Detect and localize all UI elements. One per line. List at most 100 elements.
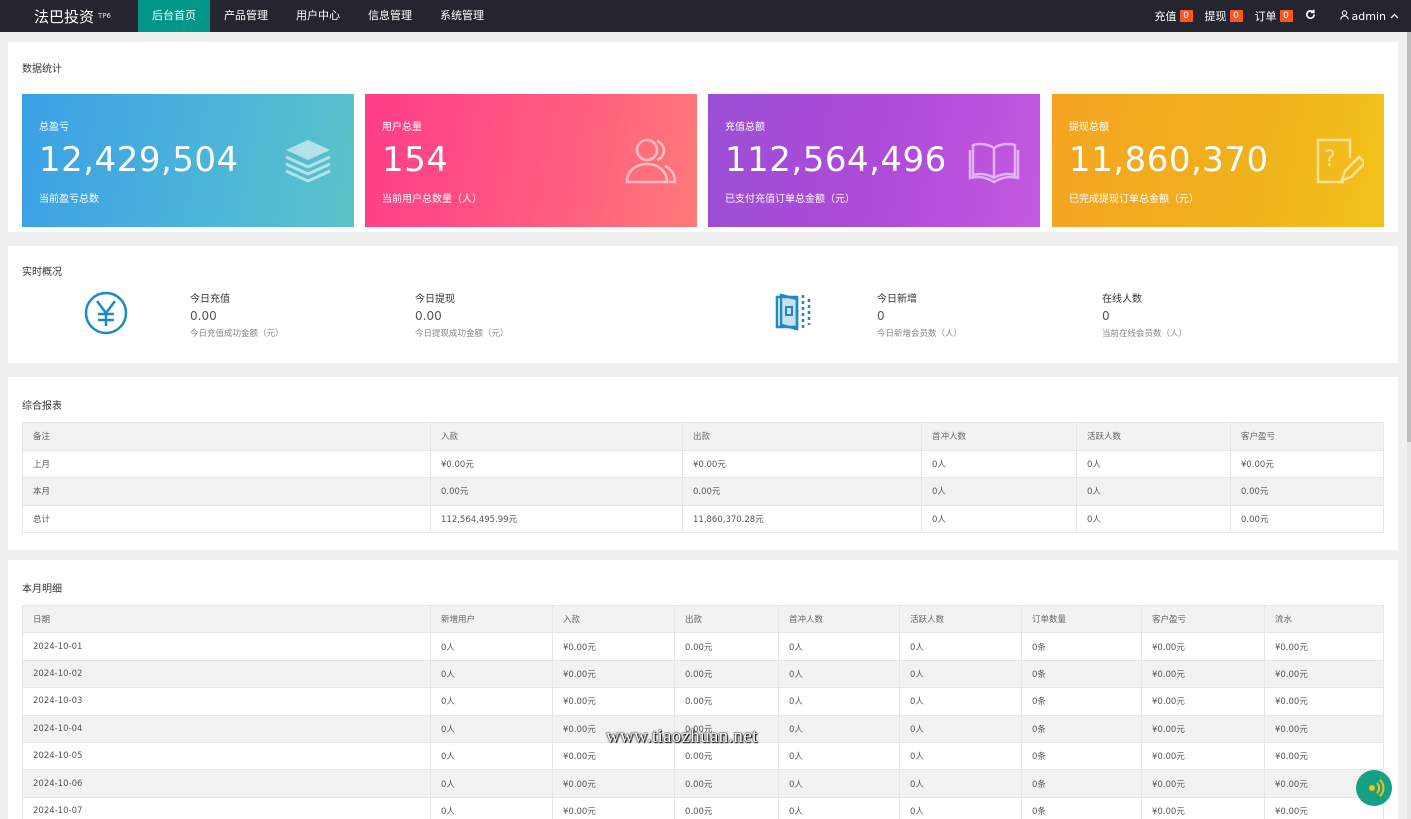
cell: 0条	[1021, 632, 1142, 661]
door-icon	[773, 291, 813, 336]
today-withdraw: 今日提现 0.00 今日提现成功金额（元）	[415, 290, 509, 339]
cell: 0人	[921, 477, 1077, 506]
top-right-tools: 充值 0 提现 0 订单 0 admin	[1155, 0, 1411, 32]
stat-card-profit[interactable]: 总盈亏 12,429,504 当前盈亏总数	[22, 94, 354, 227]
rt-desc: 今日充值成功金额（元）	[190, 329, 284, 339]
card-value: 12,429,504	[39, 140, 239, 180]
card-desc: 当前盈亏总数	[39, 194, 99, 205]
table-header-row: 备注 入款 出款 首冲人数 活跃人数 客户盈亏	[22, 422, 1384, 451]
recharge-badge: 0	[1179, 10, 1193, 22]
cell: 0条	[1021, 714, 1142, 743]
withdraw-badge: 0	[1229, 10, 1243, 22]
cell: 0人	[430, 659, 553, 689]
nav-home[interactable]: 后台首页	[138, 0, 210, 32]
monthly-panel: 本月明细 日期 新增用户 入款 出款 首冲人数 活跃人数 订单数量 客户盈亏 流…	[8, 560, 1398, 819]
refresh-icon[interactable]	[1305, 9, 1316, 24]
cell: ¥0.00元	[552, 714, 675, 743]
cell: 0人	[921, 504, 1077, 533]
cell: 0.00元	[430, 477, 683, 506]
rt-desc: 当前在线会员数（人）	[1102, 329, 1188, 339]
stat-card-withdraw[interactable]: 提现总额 11,860,370 已完成提现订单总金额（元） ?	[1052, 94, 1384, 227]
cell: 0.00元	[682, 477, 922, 506]
chevron-up-icon	[1390, 11, 1399, 22]
col-header: 出款	[674, 604, 779, 634]
today-recharge: 今日充值 0.00 今日充值成功金额（元）	[190, 290, 284, 339]
cell: 0人	[430, 632, 553, 661]
cell: 0条	[1021, 769, 1142, 798]
cell: 0.00元	[1230, 477, 1384, 506]
cell: ¥0.00元	[1141, 632, 1265, 661]
card-desc: 已支付充值订单总金额（元）	[725, 194, 855, 205]
order-badge: 0	[1279, 10, 1293, 22]
realtime-panel: 实时概况 今日充值 0.00 今日充值成功金额（元） 今日提现 0.00 今日提…	[8, 246, 1398, 363]
cell: ¥0.00元	[1264, 741, 1384, 771]
card-title: 用户总量	[382, 122, 422, 133]
cell: 0人	[899, 741, 1022, 771]
cell: 0人	[778, 687, 900, 716]
table-row: 2024-10-01 0人 ¥0.00元 0.00元 0人 0人 0条 ¥0.00元 ¥0.00…	[22, 632, 1384, 661]
rt-value: 0.00	[190, 309, 217, 323]
stat-card-users[interactable]: 用户总量 154 当前用户总数量（人）	[365, 94, 697, 227]
cell: 总计	[22, 504, 431, 533]
cell: 0人	[899, 769, 1022, 798]
cell: 0条	[1021, 796, 1142, 819]
cell: 0人	[778, 714, 900, 743]
nav-messages[interactable]: 信息管理	[368, 9, 412, 22]
logo-text: 法巴投资	[34, 7, 95, 26]
card-desc: 当前用户总数量（人）	[382, 194, 482, 205]
cell: 0人	[1076, 504, 1231, 533]
order-link[interactable]: 订单 0	[1255, 8, 1293, 24]
rt-label: 今日新增	[877, 294, 917, 305]
table-row: 2024-10-03 0人 ¥0.00元 0.00元 0人 0人 0条 ¥0.00元 ¥0.00…	[22, 687, 1384, 716]
logo[interactable]: 法巴投资 TP6	[0, 0, 138, 32]
monthly-table: 日期 新增用户 入款 出款 首冲人数 活跃人数 订单数量 客户盈亏 流水 202…	[22, 604, 1384, 819]
cell: 0人	[778, 796, 900, 819]
cell: 0人	[430, 714, 553, 743]
nav-system[interactable]: 系统管理	[440, 9, 484, 22]
card-title: 充值总额	[725, 122, 765, 133]
rt-value: 0.00	[415, 309, 442, 323]
cell: ¥0.00元	[1264, 632, 1384, 661]
table-row: 本月 0.00元 0.00元 0人 0人 0.00元	[22, 477, 1384, 506]
watermark: www.tiaozhuan.net	[606, 726, 758, 747]
user-menu[interactable]: admin	[1339, 10, 1399, 23]
top-navbar: 法巴投资 TP6 后台首页 产品管理 用户中心 信息管理 系统管理 充值 0 提现…	[0, 0, 1411, 32]
col-header: 日期	[22, 604, 431, 634]
online-count: 在线人数 0 当前在线会员数（人）	[1102, 290, 1187, 339]
cell: 0条	[1021, 687, 1142, 716]
withdraw-link[interactable]: 提现 0	[1205, 8, 1243, 24]
cell: 2024-10-07	[22, 796, 431, 819]
cell: 2024-10-05	[22, 741, 431, 771]
col-header: 入款	[552, 604, 675, 634]
cell: ¥0.00元	[1264, 714, 1384, 743]
cell: ¥0.00元	[430, 449, 683, 478]
col-header: 流水	[1264, 604, 1384, 634]
main-nav: 后台首页 产品管理 用户中心 信息管理 系统管理	[138, 0, 498, 32]
card-title: 总盈亏	[39, 122, 69, 133]
cell: 本月	[22, 477, 431, 506]
report-table: 备注 入款 出款 首冲人数 活跃人数 客户盈亏 上月 ¥0.00元 ¥0.00元…	[22, 422, 1384, 533]
report-panel: 综合报表 备注 入款 出款 首冲人数 活跃人数 客户盈亏 上月 ¥0.00元 ¥…	[8, 377, 1398, 550]
nav-users[interactable]: 用户中心	[296, 9, 340, 22]
withdraw-label: 提现	[1204, 10, 1227, 23]
headset-icon	[1369, 779, 1385, 797]
col-header: 入款	[430, 422, 683, 451]
cell: 0条	[1021, 741, 1142, 771]
assistant-float-button[interactable]	[1356, 770, 1392, 806]
nav-products[interactable]: 产品管理	[224, 9, 268, 22]
recharge-link[interactable]: 充值 0	[1155, 8, 1193, 24]
svg-text:?: ?	[1324, 147, 1336, 172]
monthly-title: 本月明细	[22, 584, 62, 595]
stat-card-recharge[interactable]: 充值总额 112,564,496 已支付充值订单总金额（元）	[708, 94, 1040, 227]
cell: 0人	[430, 769, 553, 798]
stats-title: 数据统计	[22, 64, 62, 75]
book-icon	[968, 136, 1020, 186]
cell: 0.00元	[674, 632, 779, 661]
cell: ¥0.00元	[1141, 769, 1265, 798]
cell: 0人	[899, 687, 1022, 716]
order-label: 订单	[1254, 10, 1277, 23]
cell: 2024-10-03	[22, 687, 431, 716]
col-header: 活跃人数	[1076, 422, 1231, 451]
card-title: 提现总额	[1069, 122, 1109, 133]
scrollbar-thumb[interactable]	[1407, 32, 1411, 442]
